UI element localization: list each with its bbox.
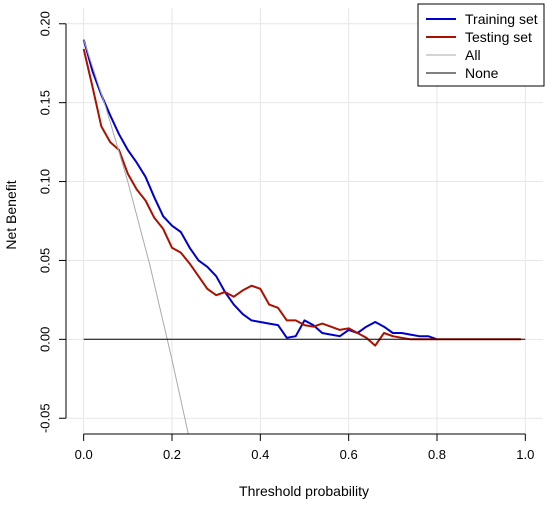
y-tick-label: -0.05 <box>38 403 53 433</box>
x-tick-label: 0.8 <box>428 447 446 462</box>
y-tick-label: 0.15 <box>38 90 53 115</box>
legend-label: Training set <box>465 11 538 27</box>
series-line-training-set <box>82 39 438 341</box>
y-tick-label: 0.20 <box>38 11 53 36</box>
series-line-testing-set <box>82 48 521 347</box>
x-tick-label: 0.4 <box>251 447 269 462</box>
series-line-all <box>83 39 189 435</box>
legend-label: None <box>465 65 499 81</box>
x-tick-label: 0.6 <box>340 447 358 462</box>
series-layer <box>82 39 526 435</box>
legend: Training set Testing set All None <box>417 3 545 87</box>
x-tick-label: 1.0 <box>516 447 534 462</box>
y-tick-label: 0.10 <box>38 169 53 194</box>
x-tick-label: 0.2 <box>163 447 181 462</box>
x-axis-label: Threshold probability <box>239 483 369 499</box>
axes: 0.0 0.2 0.4 0.6 0.8 1.0 -0.05 0.00 0.05 0.10 0.15 0… <box>38 11 535 462</box>
y-tick-label: 0.05 <box>38 248 53 273</box>
legend-label: Testing set <box>465 29 532 45</box>
y-axis-label: Net Benefit <box>3 180 19 249</box>
legend-box <box>417 3 545 87</box>
y-tick-label: 0.00 <box>38 327 53 352</box>
legend-label: All <box>465 47 481 63</box>
x-tick-label: 0.0 <box>75 447 93 462</box>
